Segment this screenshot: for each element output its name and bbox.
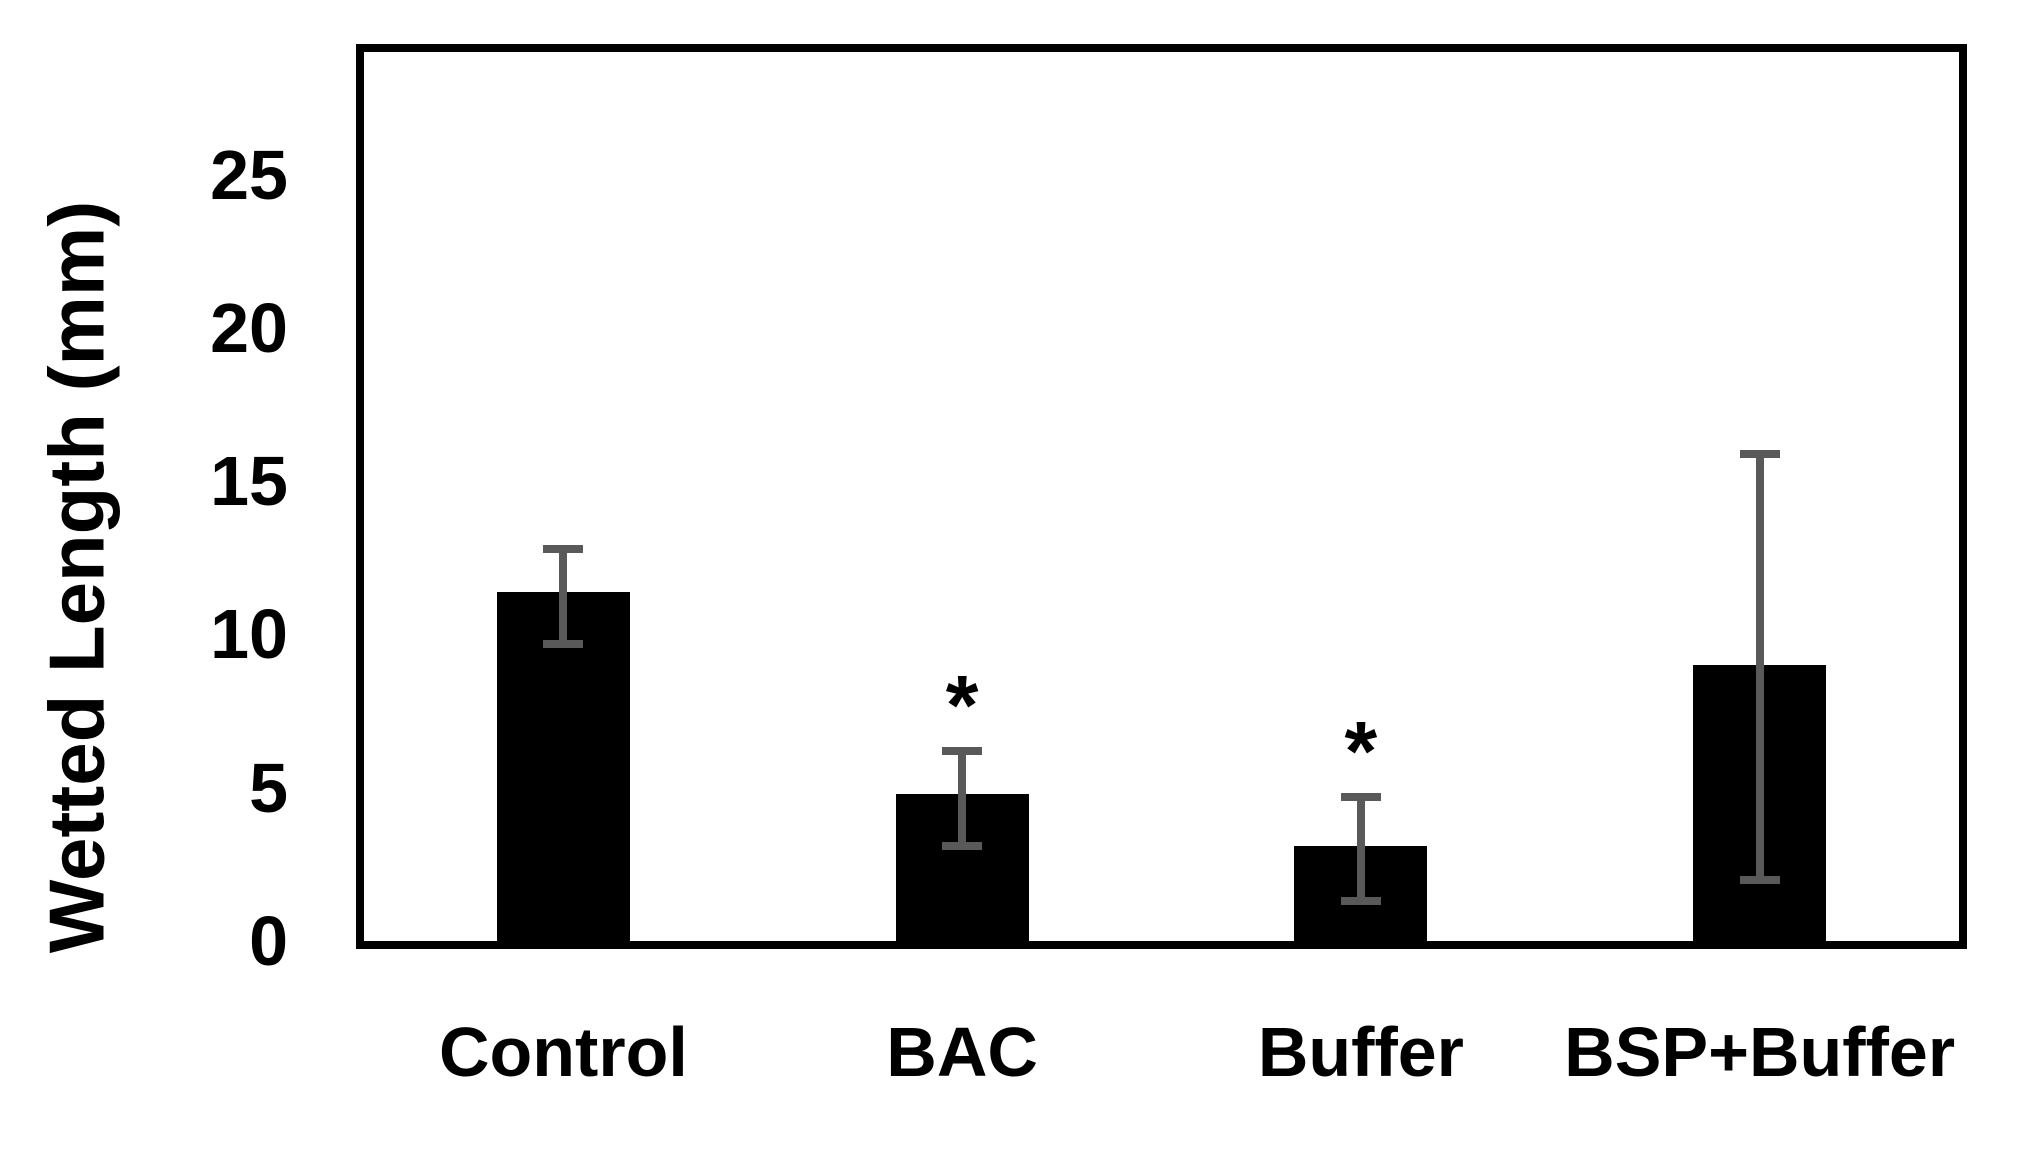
error-bar-line-control	[559, 548, 568, 644]
error-bar-cap-top-bsp-buffer	[1739, 449, 1780, 458]
error-bar-cap-bottom-bsp-buffer	[1739, 875, 1780, 884]
error-bar-line-buffer	[1356, 796, 1365, 902]
error-bar-cap-top-control	[543, 544, 584, 553]
error-bar-cap-bottom-bac	[942, 841, 983, 850]
error-bar-cap-top-bac	[942, 746, 983, 755]
y-tick-label-0: 0	[249, 902, 288, 980]
x-axis-label-bsp-buffer: BSP+Buffer	[1564, 1013, 1956, 1091]
y-tick-label-20: 20	[210, 288, 288, 367]
bar-control	[496, 591, 630, 941]
plot-area: * *	[356, 44, 1967, 949]
significance-asterisk-bac: *	[945, 657, 979, 752]
y-tick-label-10: 10	[210, 595, 288, 674]
x-axis-label-bac: BAC	[886, 1013, 1038, 1091]
y-axis-title: Wetted Length (mm)	[32, 200, 121, 954]
error-bar-cap-top-buffer	[1340, 792, 1381, 801]
y-tick-label-15: 15	[210, 442, 288, 521]
y-tick-label-5: 5	[249, 748, 288, 827]
x-axis-label-buffer: Buffer	[1257, 1013, 1464, 1091]
error-bar-cap-bottom-buffer	[1340, 897, 1381, 906]
y-tick-label-25: 25	[210, 135, 288, 214]
error-bar-line-bac	[958, 750, 967, 846]
x-axis-label-control: Control	[438, 1013, 688, 1091]
error-bar-cap-bottom-control	[543, 639, 584, 648]
significance-asterisk-buffer: *	[1344, 703, 1378, 798]
error-bar-line-bsp-buffer	[1755, 453, 1764, 880]
